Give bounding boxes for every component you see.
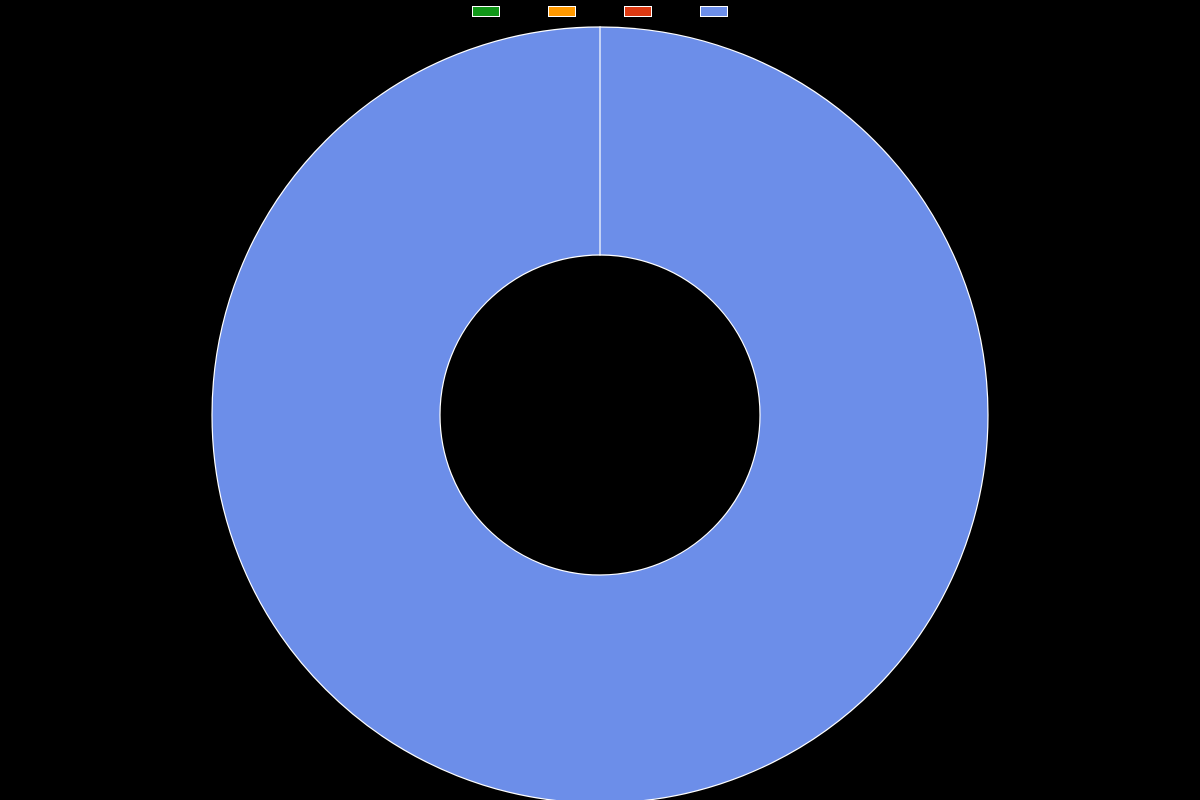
chart-container xyxy=(0,0,1200,800)
donut-slices xyxy=(212,27,988,800)
donut-chart xyxy=(0,0,1200,800)
